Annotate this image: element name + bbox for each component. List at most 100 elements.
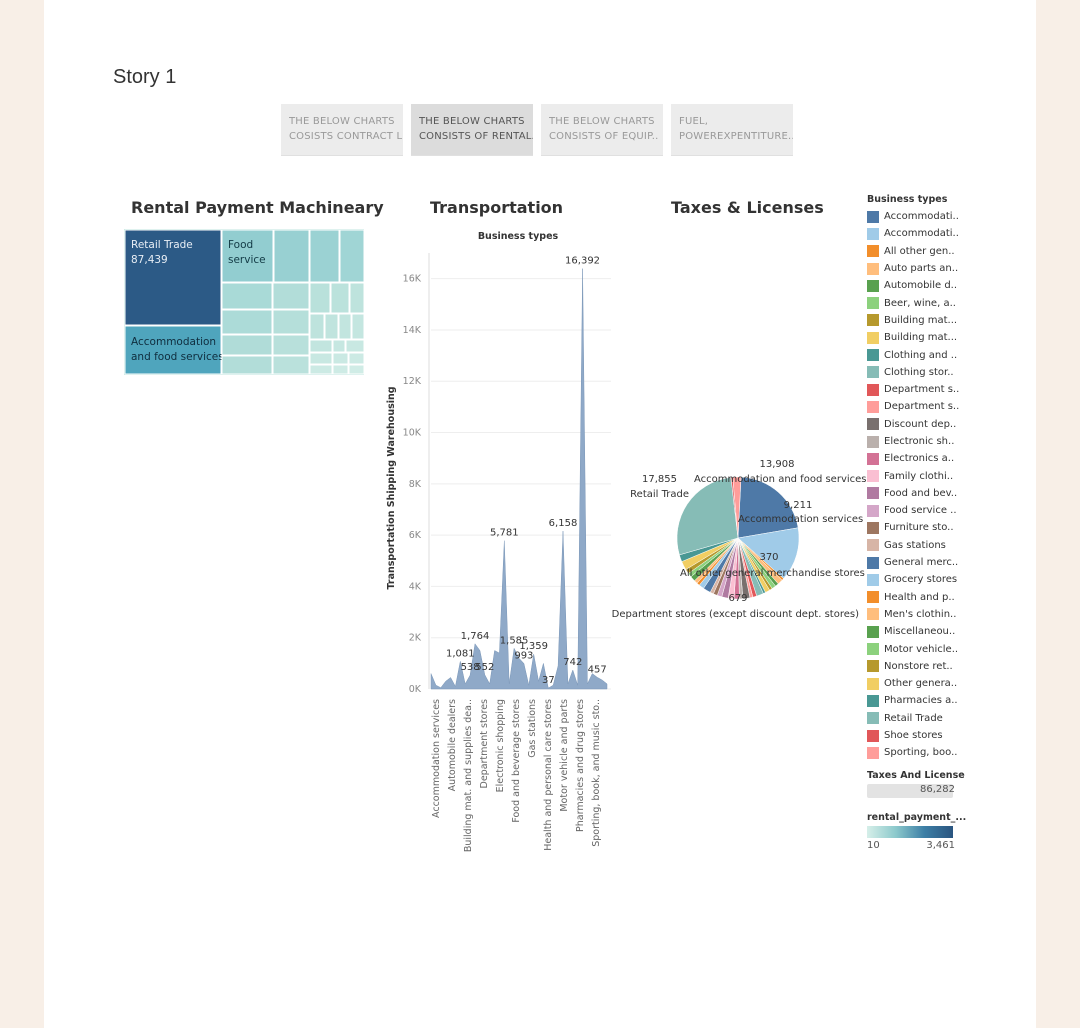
data-label: 993	[514, 651, 533, 662]
treemap-cell[interactable]	[221, 355, 273, 375]
y-tick-label: 8K	[409, 479, 422, 490]
treemap-cell[interactable]	[272, 309, 310, 335]
treemap-cell[interactable]	[221, 334, 273, 356]
legend-item[interactable]: Beer, wine, a..	[867, 294, 977, 311]
legend-item[interactable]: Other genera..	[867, 675, 977, 692]
legend-item[interactable]: Electronic sh..	[867, 433, 977, 450]
story-point-tab-3[interactable]: THE BELOW CHARTS CONSISTS OF EQUIP..	[541, 104, 663, 156]
pie-label-value: 9,211	[784, 500, 813, 511]
legend-label: Miscellaneou..	[884, 626, 956, 638]
legend-item[interactable]: Building mat...	[867, 329, 977, 346]
legend-item[interactable]: Retail Trade	[867, 710, 977, 727]
treemap-cell[interactable]	[324, 313, 339, 340]
treemap-cell[interactable]	[221, 309, 273, 335]
legend-item[interactable]: Clothing stor..	[867, 364, 977, 381]
legend-label: Clothing stor..	[884, 366, 954, 378]
legend-item[interactable]: Discount dep..	[867, 416, 977, 433]
treemap-cell[interactable]	[332, 339, 346, 353]
legend-label: Discount dep..	[884, 418, 957, 430]
legend-item[interactable]: Nonstore ret..	[867, 658, 977, 675]
treemap-cell-food-service[interactable]	[221, 229, 274, 283]
pie-label-value: 13,908	[760, 459, 795, 470]
legend-item[interactable]: Department s..	[867, 398, 977, 415]
color-scale-gradient	[867, 825, 953, 838]
x-tick-label: Building mat. and supplies dea..	[463, 699, 474, 852]
treemap-cell-accommodation-food[interactable]	[124, 325, 222, 375]
treemap-cell[interactable]	[345, 339, 365, 353]
treemap-cell[interactable]	[309, 364, 333, 375]
treemap-cell[interactable]	[309, 339, 333, 353]
pie-slice[interactable]	[676, 477, 739, 556]
pie-label-value: 679	[728, 593, 747, 604]
legend-item[interactable]: Automobile d..	[867, 277, 977, 294]
legend-item[interactable]: Food service ..	[867, 502, 977, 519]
treemap-cell[interactable]	[309, 282, 331, 314]
legend-title: Business types	[867, 194, 948, 205]
treemap-label-accommodation-line2: and food services	[131, 351, 224, 363]
treemap-cell[interactable]	[309, 352, 333, 365]
legend-item[interactable]: All other gen..	[867, 243, 977, 260]
story-point-tab-2[interactable]: THE BELOW CHARTS CONSISTS OF RENTAL..	[411, 104, 533, 156]
legend-item[interactable]: Accommodati..	[867, 225, 977, 242]
treemap-cell[interactable]	[272, 334, 310, 356]
treemap-cell[interactable]	[330, 282, 350, 314]
pie-slice[interactable]	[737, 476, 799, 539]
legend-item[interactable]: Department s..	[867, 381, 977, 398]
legend-item[interactable]: Gas stations	[867, 537, 977, 554]
legend-swatch	[867, 314, 879, 327]
legend-swatch	[867, 210, 879, 223]
area-chart[interactable]: Business types Transportation Shipping W…	[380, 226, 620, 856]
legend-item[interactable]: Health and p..	[867, 589, 977, 606]
legend-item[interactable]: Food and bev..	[867, 485, 977, 502]
legend-item[interactable]: Electronics a..	[867, 450, 977, 467]
treemap-cell[interactable]	[348, 364, 365, 375]
treemap-cell[interactable]	[309, 229, 340, 283]
legend-label: Department s..	[884, 384, 960, 396]
x-tick-label: Accommodation services	[431, 699, 442, 818]
legend-item[interactable]: Sporting, boo..	[867, 744, 977, 761]
treemap-cell[interactable]	[309, 313, 325, 340]
legend-item[interactable]: Shoe stores	[867, 727, 977, 744]
story-point-tab-4[interactable]: FUEL, POWEREXPENTITURE..	[671, 104, 793, 156]
legend-item[interactable]: Pharmacies a..	[867, 692, 977, 709]
legend-item[interactable]: Accommodati..	[867, 208, 977, 225]
treemap-cell[interactable]	[339, 229, 365, 283]
x-tick-label: Food and beverage stores	[511, 699, 522, 823]
treemap-cell[interactable]	[349, 282, 365, 314]
treemap-chart[interactable]: Retail Trade 87,439 Accommodation and fo…	[124, 229, 366, 376]
treemap-label-food-line2: service	[228, 254, 266, 266]
legend-item[interactable]: Men's clothin..	[867, 606, 977, 623]
pie-slices[interactable]	[676, 476, 800, 600]
legend-item[interactable]: Miscellaneou..	[867, 623, 977, 640]
legend-item[interactable]: Grocery stores	[867, 571, 977, 588]
treemap-cell-retail-trade[interactable]	[124, 229, 222, 326]
treemap-value-retail-trade: 87,439	[131, 254, 168, 266]
pie-slice[interactable]	[737, 527, 800, 579]
treemap-cell[interactable]	[332, 352, 349, 365]
legend-item[interactable]: Furniture sto..	[867, 519, 977, 536]
treemap-cell[interactable]	[272, 355, 310, 375]
treemap-cell[interactable]	[272, 282, 310, 310]
area-series[interactable]	[430, 268, 608, 690]
legend-item[interactable]: Building mat...	[867, 312, 977, 329]
legend-swatch	[867, 435, 879, 448]
legend-item[interactable]: General merc..	[867, 554, 977, 571]
legend-swatch	[867, 470, 879, 483]
legend-swatch	[867, 573, 879, 586]
pie-slice[interactable]	[732, 476, 742, 539]
treemap-cell[interactable]	[338, 313, 352, 340]
treemap-cell[interactable]	[273, 229, 310, 283]
legend-item[interactable]: Family clothi..	[867, 467, 977, 484]
legend-label: Department s..	[884, 401, 960, 413]
y-tick-label: 4K	[409, 581, 422, 592]
legend-item[interactable]: Auto parts an..	[867, 260, 977, 277]
story-point-tab-1[interactable]: THE BELOW CHARTS COSISTS CONTRACT L..	[281, 104, 403, 156]
treemap-cell[interactable]	[351, 313, 365, 340]
pie-chart[interactable]: 13,908 Accommodation and food services 1…	[610, 450, 870, 630]
treemap-cell[interactable]	[332, 364, 349, 375]
treemap-cell[interactable]	[221, 282, 273, 310]
pie-label-value: 370	[759, 552, 778, 563]
treemap-cell[interactable]	[348, 352, 365, 365]
legend-item[interactable]: Clothing and ..	[867, 346, 977, 363]
legend-item[interactable]: Motor vehicle..	[867, 640, 977, 657]
